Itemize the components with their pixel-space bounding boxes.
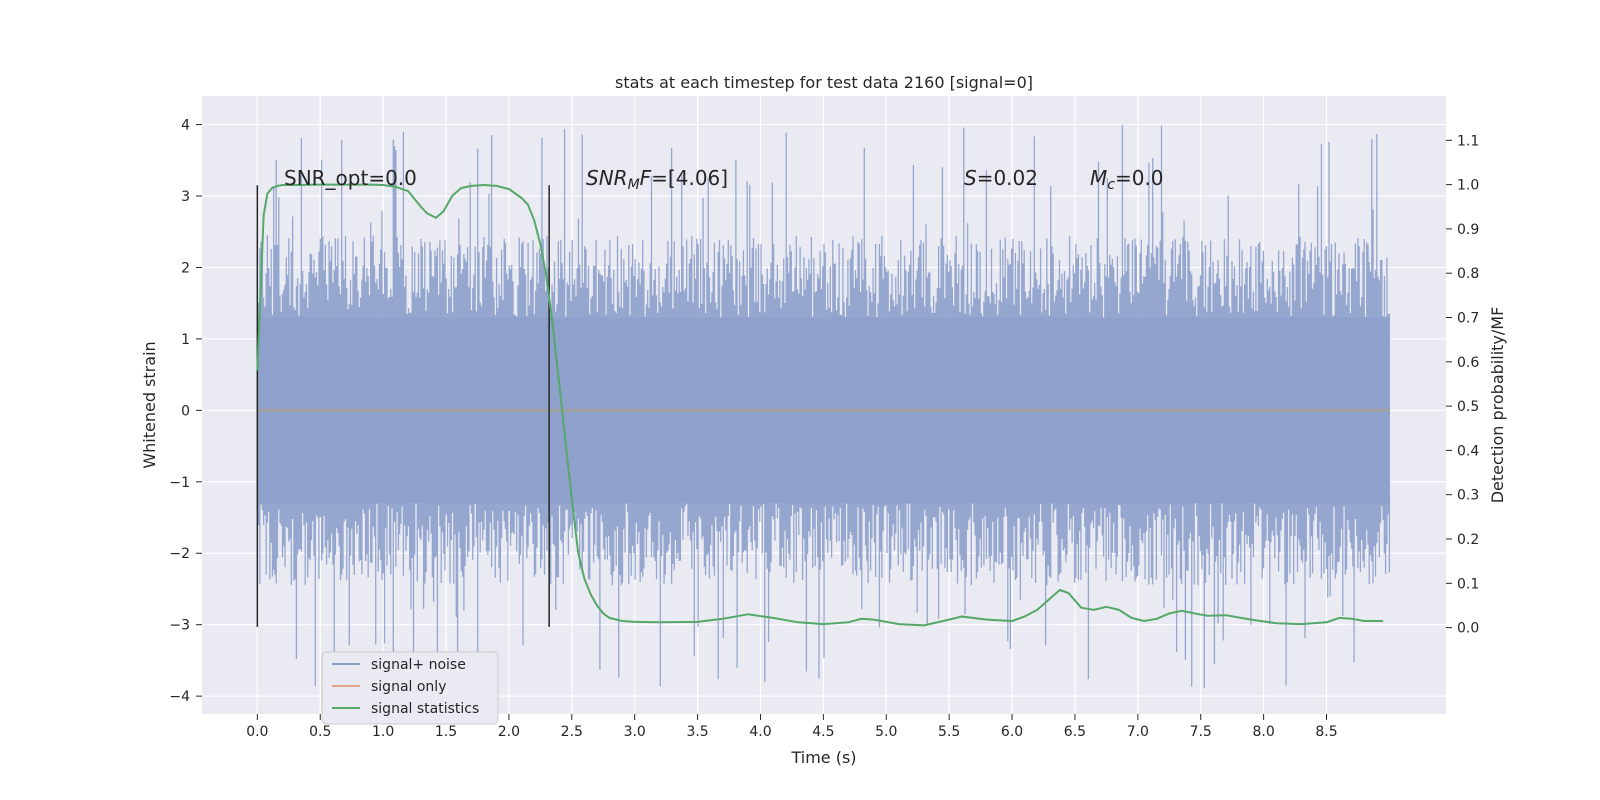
y-tick-label-1: 3 [181, 189, 190, 205]
annotation-snr-mf: SNRMF=[4.06] [586, 166, 728, 193]
snr-mf-value: =[4.06] [651, 166, 728, 190]
snr-mf-prefix: SNR [586, 166, 628, 190]
y-tick-label-6: −2 [169, 546, 190, 562]
x-tick-label-10: 5.0 [875, 724, 897, 740]
y2-tick-label-6: 0.5 [1457, 399, 1479, 415]
annotations: SNR_opt=0.0 SNRMF=[4.06] S=0.02 Mc=0.0 [284, 166, 1164, 193]
y2-tick-label-3: 0.8 [1457, 266, 1479, 282]
x-tick-label-8: 4.0 [749, 724, 771, 740]
x-tick-label-6: 3.0 [624, 724, 646, 740]
y2-tick-label-1: 1.0 [1457, 178, 1479, 194]
chart-title: stats at each timestep for test data 216… [615, 73, 1033, 92]
x-tick-label-12: 6.0 [1001, 724, 1023, 740]
y2-tick-label-0: 1.1 [1457, 133, 1479, 149]
annotation-mc-value: Mc=0.0 [1090, 166, 1164, 193]
statistics-series [256, 183, 1384, 627]
x-tick-label-9: 4.5 [812, 724, 834, 740]
mc-value: =0.0 [1115, 166, 1164, 190]
x-axis-ticks: 0.0 0.5 1.0 1.5 2.0 2.5 3.0 3.5 4.0 4.5 5.0 5.5 6.0 6… [246, 714, 1338, 740]
x-tick-label-17: 8.5 [1315, 724, 1337, 740]
legend: signal+ noise signal only signal statist… [321, 651, 499, 725]
mc-var: M [1090, 166, 1107, 190]
x-tick-label-14: 7.0 [1127, 724, 1149, 740]
y2-tick-label-5: 0.6 [1457, 355, 1479, 371]
legend-box [321, 651, 499, 725]
y2-tick-label-7: 0.4 [1457, 443, 1479, 459]
x-tick-label-7: 3.5 [686, 724, 708, 740]
y2-tick-label-8: 0.3 [1457, 488, 1479, 504]
x-tick-label-2: 1.0 [372, 724, 394, 740]
legend-label-noise: signal+ noise [371, 657, 466, 673]
x-tick-label-11: 5.5 [938, 724, 960, 740]
y2-tick-label-4: 0.7 [1457, 311, 1479, 327]
y2-tick-label-9: 0.2 [1457, 532, 1479, 548]
x-tick-label-13: 6.5 [1064, 724, 1086, 740]
y-tick-label-4: 0 [181, 403, 190, 419]
snr-mf-mid: F [640, 166, 652, 190]
s-var: S [964, 166, 977, 190]
y-tick-label-2: 2 [181, 260, 190, 276]
x-tick-label-15: 7.5 [1190, 724, 1212, 740]
x-tick-label-1: 0.5 [309, 724, 331, 740]
y-tick-label-3: 1 [181, 332, 190, 348]
legend-label-signal-only: signal only [371, 679, 446, 695]
y-axis-ticks: 4 3 2 1 0 −1 −2 −3 −4 [169, 118, 202, 705]
y2-axis-label: Detection probability/MF [1488, 307, 1507, 504]
annotation-snr-opt: SNR_opt=0.0 [284, 166, 417, 190]
y2-tick-label-2: 0.9 [1457, 222, 1479, 238]
snr-mf-subscript: M [628, 177, 640, 193]
mc-subscript: c [1107, 177, 1115, 193]
annotation-s-value: S=0.02 [964, 166, 1038, 190]
y-tick-label-5: −1 [169, 475, 190, 491]
x-axis-label: Time (s) [790, 748, 856, 767]
statistics-line [256, 183, 1384, 627]
y-tick-label-7: −3 [169, 618, 190, 634]
x-tick-label-3: 1.5 [435, 724, 457, 740]
legend-label-statistics: signal statistics [371, 701, 479, 717]
y2-tick-label-11: 0.0 [1457, 621, 1479, 637]
y-tick-label-0: 4 [181, 118, 190, 134]
x-tick-label-0: 0.0 [246, 724, 268, 740]
x-tick-label-5: 2.5 [561, 724, 583, 740]
s-value: =0.02 [977, 166, 1038, 190]
y-tick-label-8: −4 [169, 689, 190, 705]
y2-tick-label-10: 0.1 [1457, 576, 1479, 592]
y-axis-label: Whitened strain [140, 341, 159, 468]
y2-axis-ticks: 1.1 1.0 0.9 0.8 0.7 0.6 0.5 0.4 0.3 0.2 0.1 0.0 [1446, 133, 1479, 637]
vertical-lines [256, 185, 550, 627]
x-tick-label-16: 8.0 [1252, 724, 1274, 740]
x-tick-label-4: 2.0 [498, 724, 520, 740]
